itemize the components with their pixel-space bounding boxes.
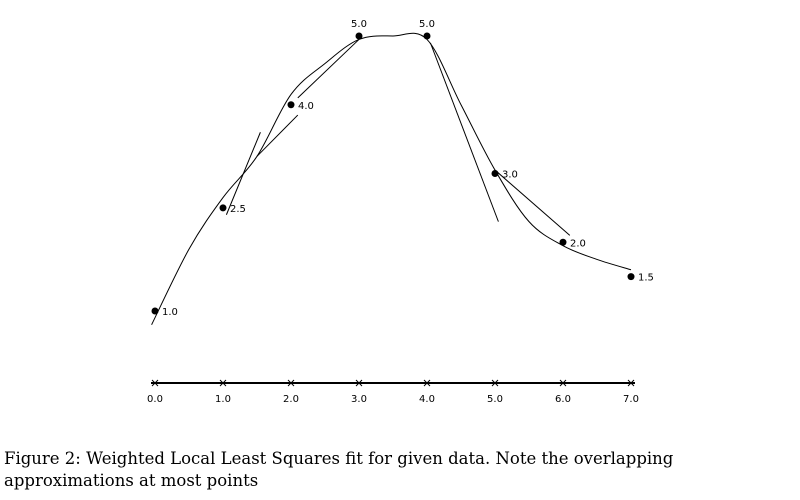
point-label-0: 1.0 bbox=[162, 307, 178, 318]
x-tick-label-4: 4.0 bbox=[419, 394, 435, 405]
fit-curves bbox=[151, 32, 632, 325]
data-points: 1.0 2.5 4.0 5.0 5.0 3.0 2.0 1.5 bbox=[151, 19, 654, 318]
fit-curve-4 bbox=[429, 42, 499, 222]
data-point-7 bbox=[627, 273, 635, 281]
x-tick-mark-6 bbox=[559, 379, 567, 387]
wlls-fit-chart: 1.0 2.5 4.0 5.0 5.0 3.0 2.0 1.5 0.0 1.0 2.0 3.0 4.0… bbox=[147, 19, 654, 405]
data-point-4 bbox=[423, 32, 431, 40]
fit-curve-2 bbox=[256, 114, 299, 157]
point-label-2: 4.0 bbox=[298, 101, 314, 112]
point-label-3: 5.0 bbox=[351, 19, 367, 30]
x-tick-mark-4 bbox=[423, 379, 431, 387]
x-tick-mark-2 bbox=[287, 379, 295, 387]
x-tick-mark-1 bbox=[219, 379, 227, 387]
fit-curve-3 bbox=[297, 39, 360, 99]
data-point-0 bbox=[151, 307, 159, 315]
x-tick-mark-5 bbox=[491, 379, 499, 387]
x-tick-label-6: 6.0 bbox=[555, 394, 571, 405]
point-label-4: 5.0 bbox=[419, 19, 435, 30]
data-point-6 bbox=[559, 238, 567, 246]
point-label-1: 2.5 bbox=[230, 204, 246, 215]
data-point-2 bbox=[287, 101, 295, 109]
fit-curve-1 bbox=[225, 132, 261, 215]
point-label-6: 2.0 bbox=[570, 238, 586, 249]
x-tick-label-0: 0.0 bbox=[147, 394, 163, 405]
x-tick-mark-3 bbox=[355, 379, 363, 387]
data-point-5 bbox=[491, 170, 499, 177]
x-tick-label-1: 1.0 bbox=[215, 394, 231, 405]
data-point-3 bbox=[355, 32, 363, 40]
data-point-1 bbox=[219, 204, 227, 212]
x-tick-label-2: 2.0 bbox=[283, 394, 299, 405]
fit-curve-0 bbox=[151, 32, 632, 325]
x-axis: 0.0 1.0 2.0 3.0 4.0 5.0 6.0 7.0 bbox=[147, 379, 639, 405]
fit-curve-5 bbox=[494, 169, 571, 236]
figure-caption: Figure 2: Weighted Local Least Squares f… bbox=[4, 449, 674, 490]
point-label-7: 1.5 bbox=[638, 273, 654, 284]
x-tick-mark-0 bbox=[151, 379, 159, 387]
x-tick-mark-7 bbox=[627, 379, 635, 387]
x-tick-label-5: 5.0 bbox=[487, 394, 503, 405]
x-tick-label-7: 7.0 bbox=[623, 394, 639, 405]
x-tick-label-3: 3.0 bbox=[351, 394, 367, 405]
point-label-5: 3.0 bbox=[502, 170, 518, 181]
